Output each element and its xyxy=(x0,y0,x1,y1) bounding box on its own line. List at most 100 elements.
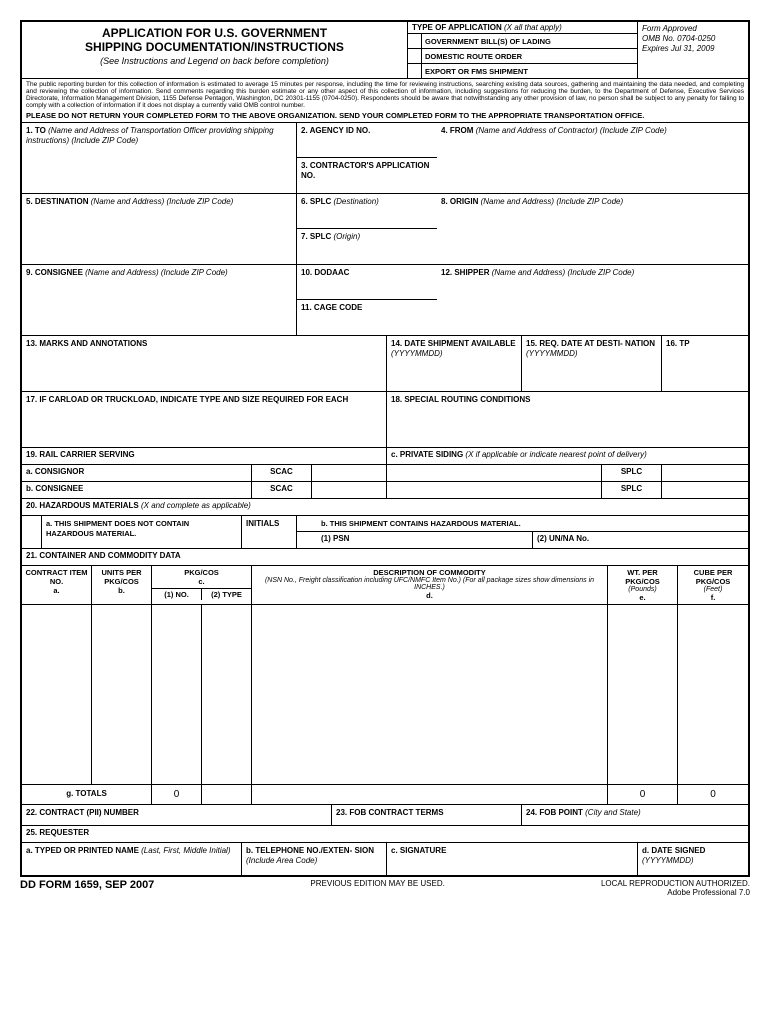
footer: DD FORM 1659, SEP 2007 PREVIOUS EDITION … xyxy=(20,879,750,897)
row-17-18: 17. IF CARLOAD OR TRUCKLOAD, INDICATE TY… xyxy=(22,391,748,447)
field-25d-date[interactable]: d. DATE SIGNED(YYYYMMDD) xyxy=(638,843,748,875)
footer-form-id: DD FORM 1659, SEP 2007 xyxy=(20,879,154,897)
scac-label-1: SCAC xyxy=(252,465,312,481)
row-20-body: a. THIS SHIPMENT DOES NOT CONTAIN HAZARD… xyxy=(22,515,748,548)
ch-wt: WT. PER PKG/COS(Pounds)e. xyxy=(608,566,678,604)
field-21: 21. CONTAINER AND COMMODITY DATA xyxy=(22,549,748,565)
field-initials[interactable]: INITIALS xyxy=(242,516,297,548)
cb-contract[interactable] xyxy=(22,605,92,784)
footer-center: PREVIOUS EDITION MAY BE USED. xyxy=(310,879,444,897)
burden-statement: The public reporting burden for this col… xyxy=(22,78,748,122)
ch-pkg-type: (2) TYPE xyxy=(202,589,251,600)
field-25: 25. REQUESTER xyxy=(22,826,748,842)
cb-pkg-no[interactable] xyxy=(152,605,202,784)
title-subtitle: (See Instructions and Legend on back bef… xyxy=(30,56,399,66)
row-19b: b. CONSIGNEE SCAC SPLC xyxy=(22,481,748,498)
type-domestic: DOMESTIC ROUTE ORDER xyxy=(408,49,637,64)
field-25c-signature[interactable]: c. SIGNATURE xyxy=(387,843,638,875)
type-gbl: GOVERNMENT BILL(S) OF LADING xyxy=(408,34,637,49)
field-9-consignee[interactable]: 9. CONSIGNEE (Name and Address) (Include… xyxy=(22,265,297,335)
totals-row: g. TOTALS 0 0 0 xyxy=(22,784,748,804)
field-19c-private: c. PRIVATE SIDING (X if applicable or in… xyxy=(387,448,748,464)
row-19-header: 19. RAIL CARRIER SERVING c. PRIVATE SIDI… xyxy=(22,447,748,464)
field-19-rail: 19. RAIL CARRIER SERVING xyxy=(22,448,387,464)
field-19b-consignee[interactable]: b. CONSIGNEE xyxy=(22,482,252,498)
field-13-marks[interactable]: 13. MARKS AND ANNOTATIONS xyxy=(22,336,387,391)
header-row: APPLICATION FOR U.S. GOVERNMENT SHIPPING… xyxy=(22,22,748,78)
field-12-shipper[interactable]: 12. SHIPPER (Name and Address) (Include … xyxy=(437,265,748,335)
field-20b: b. THIS SHIPMENT CONTAINS HAZARDOUS MATE… xyxy=(317,516,748,532)
ch-pkg: PKG/COSc. (1) NO. (2) TYPE xyxy=(152,566,252,604)
cb-cube[interactable] xyxy=(678,605,748,784)
field-17-carload[interactable]: 17. IF CARLOAD OR TRUCKLOAD, INDICATE TY… xyxy=(22,392,387,447)
field-1-to[interactable]: 1. TO (Name and Address of Transportatio… xyxy=(22,123,297,193)
header-right: TYPE OF APPLICATION (X all that apply) G… xyxy=(408,22,748,78)
col-6-7: 6. SPLC (Destination) 7. SPLC (Origin) xyxy=(297,194,437,264)
col-10-11: 10. DODAAC 11. CAGE CODE xyxy=(297,265,437,335)
field-5-destination[interactable]: 5. DESTINATION (Name and Address) (Inclu… xyxy=(22,194,297,264)
field-3-contractor-app[interactable]: 3. CONTRACTOR'S APPLICATION NO. xyxy=(297,158,437,193)
field-11-cage[interactable]: 11. CAGE CODE xyxy=(297,300,437,335)
splc-val-2[interactable] xyxy=(662,482,748,498)
ch-cube: CUBE PER PKG/COS(Feet)f. xyxy=(678,566,748,604)
splc-label-1: SPLC xyxy=(602,465,662,481)
field-10-dodaac[interactable]: 10. DODAAC xyxy=(297,265,437,301)
checkbox-20a[interactable] xyxy=(22,516,42,548)
field-19a-consignor[interactable]: a. CONSIGNOR xyxy=(22,465,252,481)
type-header: TYPE OF APPLICATION (X all that apply) xyxy=(408,22,637,34)
field-14-date-available[interactable]: 14. DATE SHIPMENT AVAILABLE (YYYYMMDD) xyxy=(387,336,522,391)
field-18-routing[interactable]: 18. SPECIAL ROUTING CONDITIONS xyxy=(387,392,748,447)
field-24-fob-point[interactable]: 24. FOB POINT (City and State) xyxy=(522,805,748,825)
field-15-req-date[interactable]: 15. REQ. DATE AT DESTI- NATION (YYYYMMDD… xyxy=(522,336,662,391)
field-unna[interactable]: (2) UN/NA No. xyxy=(533,532,748,548)
row-20-header: 20. HAZARDOUS MATERIALS (X and complete … xyxy=(22,498,748,515)
title-line1: APPLICATION FOR U.S. GOVERNMENT xyxy=(30,26,399,40)
scac-val-1[interactable] xyxy=(312,465,387,481)
ch-units: UNITS PER PKG/COSb. xyxy=(92,566,152,604)
checkbox-domestic[interactable] xyxy=(408,49,422,63)
scac-label-2: SCAC xyxy=(252,482,312,498)
field-2-agency[interactable]: 2. AGENCY ID NO. xyxy=(297,123,437,159)
cb-pkg-type[interactable] xyxy=(202,605,252,784)
private-val-2[interactable] xyxy=(387,482,602,498)
title-line2: SHIPPING DOCUMENTATION/INSTRUCTIONS xyxy=(30,40,399,54)
checkbox-export[interactable] xyxy=(408,64,422,78)
field-23-fob-terms[interactable]: 23. FOB CONTRACT TERMS xyxy=(332,805,522,825)
ch-contract: CONTRACT ITEM NO.a. xyxy=(22,566,92,604)
form-info: Form Approved OMB No. 0704-0250 Expires … xyxy=(638,22,748,78)
cb-wt[interactable] xyxy=(608,605,678,784)
cb-units[interactable] xyxy=(92,605,152,784)
col-20b: b. THIS SHIPMENT CONTAINS HAZARDOUS MATE… xyxy=(317,516,748,548)
form-container: APPLICATION FOR U.S. GOVERNMENT SHIPPING… xyxy=(20,20,750,877)
row-25-body: a. TYPED OR PRINTED NAME (Last, First, M… xyxy=(22,842,748,875)
type-export: EXPORT OR FMS SHIPMENT xyxy=(408,64,637,78)
totals-pkg-type xyxy=(202,785,252,804)
type-of-application: TYPE OF APPLICATION (X all that apply) G… xyxy=(408,22,638,78)
row-19a: a. CONSIGNOR SCAC SPLC xyxy=(22,464,748,481)
scac-val-2[interactable] xyxy=(312,482,387,498)
splc-val-1[interactable] xyxy=(662,465,748,481)
field-16-tp[interactable]: 16. TP xyxy=(662,336,748,391)
field-22-contract[interactable]: 22. CONTRACT (PII) NUMBER xyxy=(22,805,332,825)
field-psn[interactable]: (1) PSN xyxy=(317,532,533,548)
field-4-from[interactable]: 4. FROM (Name and Address of Contractor)… xyxy=(437,123,748,193)
field-25b-phone[interactable]: b. TELEPHONE NO./EXTEN- SION (Include Ar… xyxy=(242,843,387,875)
footer-right: LOCAL REPRODUCTION AUTHORIZED.Adobe Prof… xyxy=(601,879,750,897)
row-13-16: 13. MARKS AND ANNOTATIONS 14. DATE SHIPM… xyxy=(22,335,748,391)
splc-label-2: SPLC xyxy=(602,482,662,498)
checkbox-20b[interactable] xyxy=(297,516,317,533)
private-val-1[interactable] xyxy=(387,465,602,481)
omb-number: OMB No. 0704-0250 xyxy=(642,34,744,43)
checkbox-20b-col xyxy=(297,516,317,548)
field-25a-name[interactable]: a. TYPED OR PRINTED NAME (Last, First, M… xyxy=(22,843,242,875)
field-6-splc-dest[interactable]: 6. SPLC (Destination) xyxy=(297,194,437,230)
ch-pkg-no: (1) NO. xyxy=(152,589,202,600)
totals-pkg-no: 0 xyxy=(152,785,202,804)
field-7-splc-origin[interactable]: 7. SPLC (Origin) xyxy=(297,229,437,264)
field-8-origin[interactable]: 8. ORIGIN (Name and Address) (Include ZI… xyxy=(437,194,748,264)
expires: Expires Jul 31, 2009 xyxy=(642,44,744,53)
checkbox-gbl[interactable] xyxy=(408,34,422,48)
field-20-hazmat: 20. HAZARDOUS MATERIALS (X and complete … xyxy=(22,499,748,515)
commodity-body[interactable] xyxy=(22,604,748,784)
cb-desc[interactable] xyxy=(252,605,608,784)
